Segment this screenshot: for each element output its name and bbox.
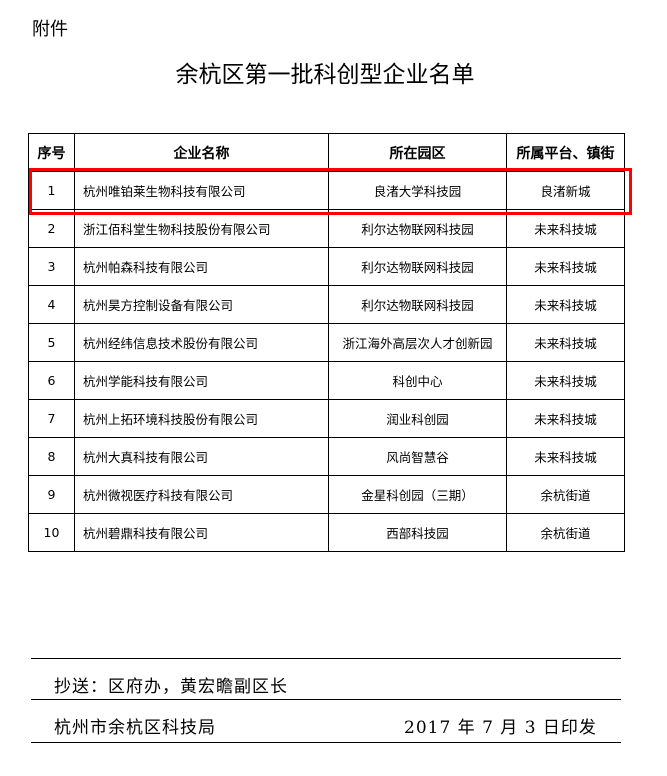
cell-no: 5 <box>28 323 75 362</box>
table-row: 7 杭州上拓环境科技股份有限公司 润业科创园 未来科技城 <box>28 399 625 438</box>
cell-park: 科创中心 <box>328 361 507 400</box>
table-row: 9 杭州微视医疗科技有限公司 金星科创园（三期） 余杭街道 <box>28 475 625 514</box>
cell-name: 杭州经纬信息技术股份有限公司 <box>74 323 329 362</box>
attachment-label: 附件 <box>32 19 68 40</box>
divider <box>31 658 621 659</box>
cell-platform: 余杭街道 <box>506 475 625 514</box>
cell-platform: 未来科技城 <box>506 285 625 324</box>
table-row: 8 杭州大真科技有限公司 风尚智慧谷 未来科技城 <box>28 437 625 476</box>
table-header-row: 序号 企业名称 所在园区 所属平台、镇街 <box>28 133 625 172</box>
header-platform: 所属平台、镇街 <box>506 133 625 172</box>
cell-no: 10 <box>28 513 75 552</box>
cell-park: 金星科创园（三期） <box>328 475 507 514</box>
table-row: 2 浙江佰科堂生物科技股份有限公司 利尔达物联网科技园 未来科技城 <box>28 209 625 248</box>
cell-no: 9 <box>28 475 75 514</box>
cell-no: 2 <box>28 209 75 248</box>
issuer: 杭州市余杭区科技局 <box>54 718 216 738</box>
cell-platform: 余杭街道 <box>506 513 625 552</box>
table-row: 3 杭州帕森科技有限公司 利尔达物联网科技园 未来科技城 <box>28 247 625 286</box>
header-park: 所在园区 <box>328 133 507 172</box>
cell-no: 8 <box>28 437 75 476</box>
cell-platform: 未来科技城 <box>506 247 625 286</box>
cell-platform: 未来科技城 <box>506 209 625 248</box>
cell-park: 利尔达物联网科技园 <box>328 209 507 248</box>
cell-park: 西部科技园 <box>328 513 507 552</box>
cell-park: 良渚大学科技园 <box>328 171 507 210</box>
divider <box>31 742 621 743</box>
cc-line: 抄送：区府办，黄宏瞻副区长 <box>54 677 288 697</box>
cell-name: 杭州微视医疗科技有限公司 <box>74 475 329 514</box>
divider <box>31 699 621 700</box>
cell-no: 7 <box>28 399 75 438</box>
table-row: 5 杭州经纬信息技术股份有限公司 浙江海外高层次人才创新园 未来科技城 <box>28 323 625 362</box>
cell-platform: 未来科技城 <box>506 361 625 400</box>
page-title: 余杭区第一批科创型企业名单 <box>175 62 475 88</box>
company-table: 序号 企业名称 所在园区 所属平台、镇街 1 杭州唯铂莱生物科技有限公司 良渚大学科… <box>28 133 625 552</box>
cell-platform: 未来科技城 <box>506 323 625 362</box>
header-no: 序号 <box>28 133 75 172</box>
cell-no: 3 <box>28 247 75 286</box>
cell-platform: 未来科技城 <box>506 437 625 476</box>
cell-platform: 未来科技城 <box>506 399 625 438</box>
cell-park: 利尔达物联网科技园 <box>328 247 507 286</box>
issue-date: 2017 年 7 月 3 日印发 <box>404 718 597 738</box>
cell-name: 杭州碧鼎科技有限公司 <box>74 513 329 552</box>
header-name: 企业名称 <box>74 133 329 172</box>
cell-name: 浙江佰科堂生物科技股份有限公司 <box>74 209 329 248</box>
table-row: 1 杭州唯铂莱生物科技有限公司 良渚大学科技园 良渚新城 <box>28 171 625 210</box>
cell-name: 杭州学能科技有限公司 <box>74 361 329 400</box>
cell-park: 浙江海外高层次人才创新园 <box>328 323 507 362</box>
cell-park: 润业科创园 <box>328 399 507 438</box>
cell-name: 杭州唯铂莱生物科技有限公司 <box>74 171 329 210</box>
cell-name: 杭州上拓环境科技股份有限公司 <box>74 399 329 438</box>
cell-name: 杭州帕森科技有限公司 <box>74 247 329 286</box>
table-row: 10 杭州碧鼎科技有限公司 西部科技园 余杭街道 <box>28 513 625 552</box>
cell-no: 1 <box>28 171 75 210</box>
cell-name: 杭州昊方控制设备有限公司 <box>74 285 329 324</box>
cell-no: 6 <box>28 361 75 400</box>
cell-park: 风尚智慧谷 <box>328 437 507 476</box>
cell-park: 利尔达物联网科技园 <box>328 285 507 324</box>
cell-name: 杭州大真科技有限公司 <box>74 437 329 476</box>
table-row: 6 杭州学能科技有限公司 科创中心 未来科技城 <box>28 361 625 400</box>
cell-platform: 良渚新城 <box>506 171 625 210</box>
cell-no: 4 <box>28 285 75 324</box>
table-row: 4 杭州昊方控制设备有限公司 利尔达物联网科技园 未来科技城 <box>28 285 625 324</box>
